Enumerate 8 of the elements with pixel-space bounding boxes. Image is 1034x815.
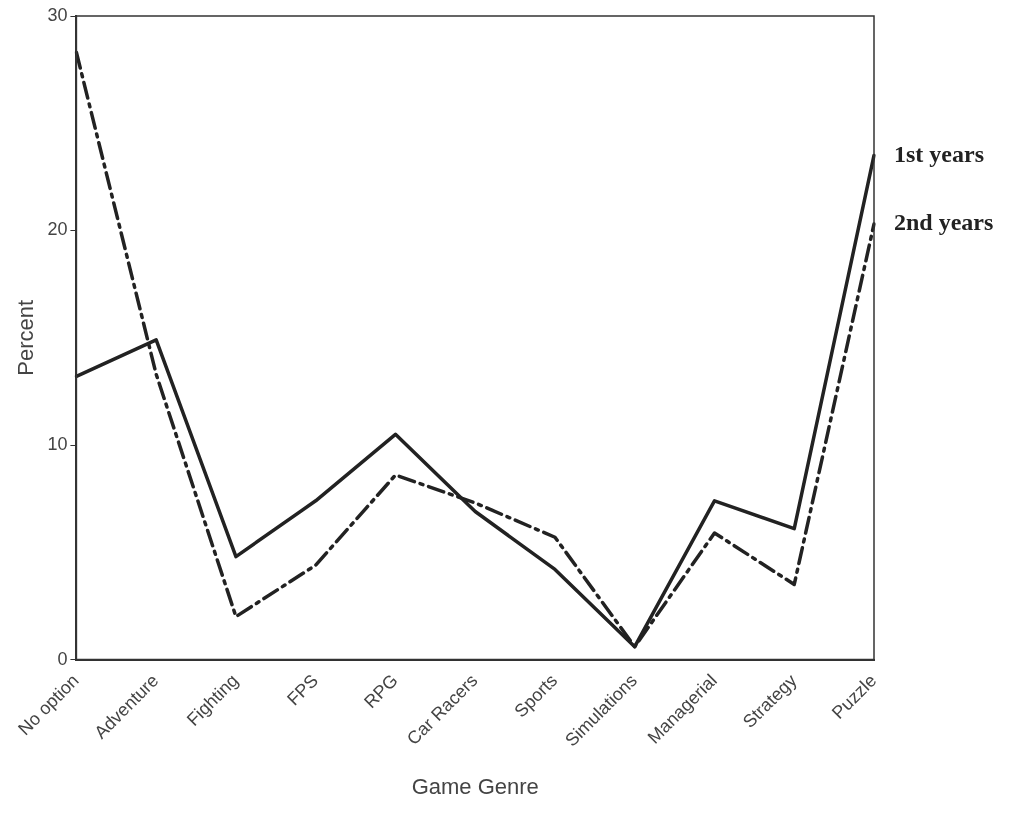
y-tick-label: 0 [57,648,68,669]
x-axis-title: Game Genre [411,773,539,799]
y-tick-label: 20 [47,219,68,240]
y-tick-label: 10 [47,433,68,454]
series-label: 2nd years [894,209,994,236]
series-label: 1st years [894,140,984,167]
y-axis-title: Percent [13,299,39,376]
y-tick-label: 30 [47,4,68,25]
